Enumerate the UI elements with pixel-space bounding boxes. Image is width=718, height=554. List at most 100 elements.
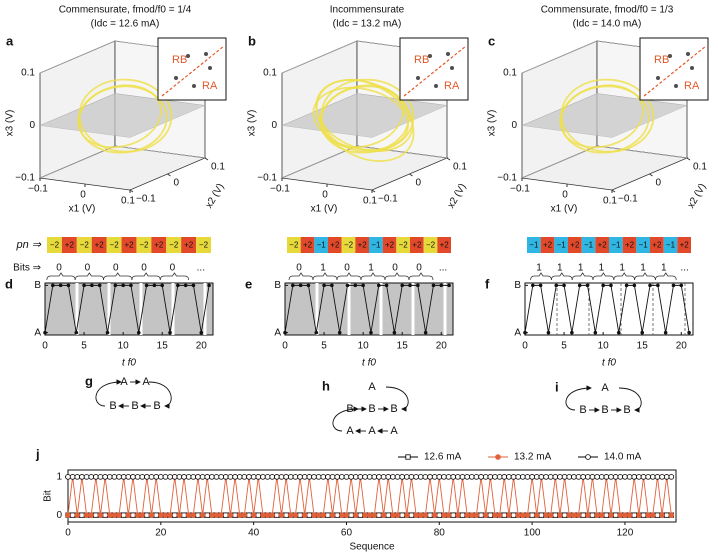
marker xyxy=(339,512,345,518)
point xyxy=(663,330,668,335)
marker xyxy=(510,512,517,518)
plot-area xyxy=(44,282,214,336)
marker xyxy=(404,474,410,480)
pn-value: −2 xyxy=(199,241,209,250)
marker xyxy=(232,474,238,480)
marker xyxy=(158,474,164,480)
marker xyxy=(622,512,628,518)
marker xyxy=(524,512,531,518)
y-tick-label: −0.1 xyxy=(378,194,398,205)
y-axis-label: x2 (V) xyxy=(686,182,709,211)
marker xyxy=(185,474,192,480)
pn-cell xyxy=(527,237,541,253)
point xyxy=(199,330,204,335)
pn-value: −2 xyxy=(399,241,409,250)
marker xyxy=(88,474,95,480)
point xyxy=(105,330,110,335)
pn-cell xyxy=(61,237,77,253)
marker xyxy=(645,512,651,518)
pn-cell xyxy=(663,237,678,253)
marker xyxy=(255,512,261,518)
marker xyxy=(603,474,610,480)
inset-dot xyxy=(674,84,678,88)
marker xyxy=(223,512,229,518)
panel-subtitle: (Idc = 14.0 mA) xyxy=(573,19,642,30)
bit: ... xyxy=(197,263,205,274)
pn-cell xyxy=(609,237,623,253)
marker xyxy=(520,512,526,518)
marker xyxy=(538,512,545,518)
node: B xyxy=(346,403,353,415)
brace xyxy=(288,272,314,281)
marker xyxy=(153,474,159,480)
marker xyxy=(455,512,461,518)
pn-value: −2 xyxy=(169,241,179,250)
point xyxy=(679,283,684,288)
z-tick-label: −0.1 xyxy=(257,173,277,184)
pn-cell xyxy=(677,237,691,253)
x-tick-label: 20 xyxy=(155,528,167,539)
node: B xyxy=(153,400,160,412)
tick-mark xyxy=(649,173,653,177)
marker xyxy=(492,512,498,518)
marker xyxy=(79,474,85,480)
brace xyxy=(571,272,594,281)
bit: 1 xyxy=(599,263,605,274)
marker xyxy=(659,474,665,480)
marker xyxy=(250,474,257,480)
inset-dot xyxy=(686,52,690,56)
point xyxy=(121,283,125,288)
point xyxy=(546,330,551,335)
x-tick-label: 0.1 xyxy=(363,196,377,207)
tick-mark xyxy=(686,157,691,161)
marker xyxy=(417,512,424,518)
marker xyxy=(482,512,489,518)
brace xyxy=(46,272,76,281)
marker xyxy=(436,474,443,480)
marker xyxy=(394,512,401,518)
marker xyxy=(515,512,521,518)
point xyxy=(322,283,326,288)
marker xyxy=(139,512,146,518)
marker xyxy=(404,512,410,518)
x-tick-label: 10 xyxy=(118,341,130,352)
marker xyxy=(580,474,586,480)
z-tick-label: −0.1 xyxy=(497,173,517,184)
inset-label: RB xyxy=(654,54,669,66)
point xyxy=(298,283,303,288)
x-axis-label: x1 (V) xyxy=(551,204,578,215)
brace xyxy=(103,272,133,281)
panel-label: g xyxy=(85,373,93,388)
pn-cell xyxy=(121,237,137,253)
point xyxy=(400,283,405,288)
point xyxy=(687,330,691,335)
y-tick-label: B xyxy=(514,280,521,291)
pn-cell xyxy=(396,237,410,253)
marker xyxy=(571,512,577,518)
marker xyxy=(97,512,104,518)
point xyxy=(577,283,582,288)
y-tick-label: 0 xyxy=(56,510,62,521)
y-tick-label: −0.1 xyxy=(618,194,638,205)
panel-label: f xyxy=(485,276,490,291)
marker xyxy=(172,512,178,518)
point xyxy=(609,283,613,288)
pn-value: −2 xyxy=(139,241,149,250)
marker xyxy=(390,474,396,480)
x-axis-label: t f0 xyxy=(602,358,616,369)
pn-value: +2 xyxy=(124,241,134,250)
marker xyxy=(232,512,238,518)
z-tick-label: 0.1 xyxy=(21,68,35,79)
marker xyxy=(640,512,647,518)
marker xyxy=(617,512,624,518)
marker xyxy=(640,474,647,480)
point xyxy=(97,283,102,288)
point xyxy=(160,283,165,288)
marker xyxy=(501,474,508,480)
node: A xyxy=(601,382,609,394)
marker xyxy=(325,474,331,480)
marker xyxy=(83,512,90,518)
y-tick-label: 0 xyxy=(416,178,422,189)
marker xyxy=(631,474,638,480)
